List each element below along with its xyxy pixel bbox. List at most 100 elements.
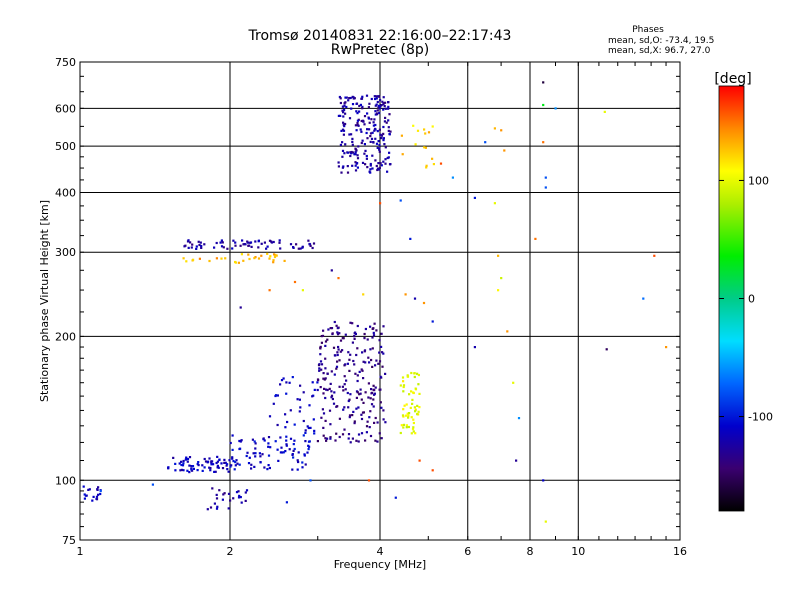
chart-subtitle: RwPretec (8p)	[331, 42, 429, 58]
data-point	[339, 101, 342, 105]
data-point	[416, 372, 419, 375]
data-point	[321, 334, 325, 337]
data-point	[208, 259, 211, 263]
data-point	[345, 105, 348, 109]
axis-ticks: 1 2 4 6 8 10 16 75 100 200 300 400 500 600 750	[55, 56, 687, 558]
data-point	[266, 245, 269, 248]
data-point	[352, 97, 355, 100]
y-tick-label: 75	[62, 534, 76, 547]
data-point	[182, 257, 185, 260]
data-point	[382, 102, 385, 105]
data-point	[268, 289, 271, 292]
data-point	[642, 297, 645, 300]
data-point	[279, 247, 282, 250]
data-point	[374, 128, 377, 131]
data-point	[376, 109, 379, 112]
data-point	[364, 391, 367, 394]
data-point	[285, 439, 288, 442]
data-point	[360, 417, 364, 421]
data-point	[358, 393, 361, 396]
data-point	[350, 133, 353, 136]
data-point	[372, 141, 375, 144]
data-point	[544, 186, 547, 189]
data-point	[336, 360, 339, 363]
data-point	[371, 336, 374, 339]
data-point	[380, 164, 383, 167]
data-point	[332, 402, 336, 405]
data-point	[382, 96, 385, 99]
data-point	[473, 196, 476, 199]
data-point	[399, 199, 402, 202]
data-point	[345, 96, 348, 99]
data-point	[208, 457, 211, 460]
data-point	[338, 95, 341, 99]
data-point	[356, 112, 359, 115]
data-point	[206, 508, 209, 511]
data-point	[273, 253, 276, 256]
data-point	[238, 494, 241, 497]
data-point	[356, 157, 360, 160]
data-point	[338, 385, 341, 388]
data-point	[343, 152, 346, 155]
data-point	[291, 376, 294, 379]
data-point	[512, 381, 515, 384]
data-point	[365, 94, 369, 97]
data-point	[342, 115, 345, 118]
data-point	[386, 156, 389, 160]
data-point	[360, 413, 363, 416]
data-point	[353, 420, 356, 423]
data-point	[324, 344, 327, 347]
data-point	[365, 154, 368, 158]
data-point	[405, 414, 408, 417]
data-point	[413, 406, 416, 409]
data-point	[239, 306, 242, 309]
data-point	[254, 442, 257, 445]
data-point	[296, 398, 299, 401]
data-point	[341, 385, 344, 388]
data-point	[278, 241, 281, 244]
data-point	[304, 440, 307, 443]
data-point	[369, 348, 372, 351]
data-point	[387, 119, 390, 122]
data-point	[267, 464, 270, 467]
data-point	[95, 495, 99, 498]
data-point	[373, 393, 376, 396]
data-point	[276, 423, 279, 427]
data-point	[230, 464, 233, 467]
data-point	[412, 418, 415, 421]
y-tick-label: 750	[55, 56, 76, 69]
data-point	[542, 141, 545, 144]
data-point	[306, 425, 309, 428]
data-point	[374, 110, 377, 113]
data-point	[355, 129, 358, 132]
data-point	[368, 128, 371, 131]
data-point	[349, 441, 352, 444]
data-point	[341, 337, 344, 340]
data-point	[376, 146, 379, 149]
data-point	[291, 453, 294, 456]
data-point	[359, 388, 362, 391]
data-point	[91, 499, 94, 502]
data-point	[325, 388, 328, 391]
data-point	[418, 392, 421, 395]
data-point	[372, 384, 375, 387]
data-point	[85, 494, 88, 497]
data-point	[201, 464, 204, 467]
data-point	[387, 101, 390, 104]
data-point	[319, 360, 323, 363]
data-point	[336, 353, 339, 357]
data-point	[203, 243, 206, 246]
data-point	[215, 241, 218, 245]
data-point	[366, 137, 369, 140]
data-point	[384, 101, 387, 104]
data-point	[82, 485, 85, 488]
data-point	[324, 377, 327, 380]
data-point	[517, 417, 521, 420]
data-point	[191, 465, 195, 468]
data-point	[348, 117, 352, 120]
data-point	[379, 99, 382, 102]
data-point	[382, 352, 385, 355]
data-point	[394, 496, 397, 499]
data-point	[182, 469, 185, 472]
data-point	[322, 412, 326, 415]
